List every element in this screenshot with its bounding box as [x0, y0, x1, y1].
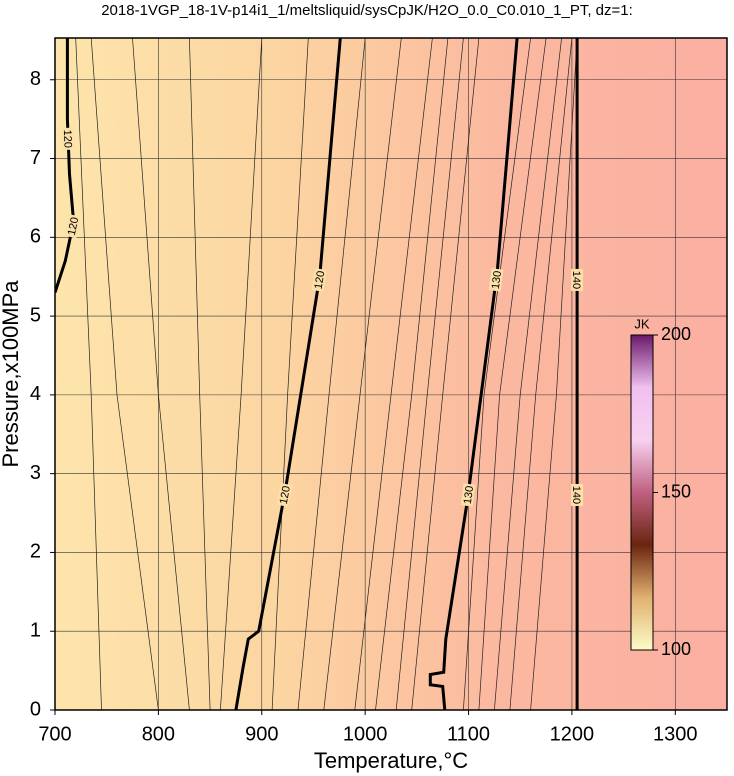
- y-tick-label: 1: [30, 620, 41, 642]
- colorbar-label: JK: [634, 316, 650, 331]
- colorbar: [630, 334, 654, 651]
- colorbar-tick-label: 200: [661, 324, 691, 344]
- contour-label-text: 130: [490, 270, 504, 290]
- contour-label: 130: [488, 268, 504, 292]
- contour-label-bg: [64, 214, 81, 239]
- contour-line: [55, 38, 76, 293]
- contour-label: 120: [276, 483, 293, 507]
- contour-label-bg: [571, 268, 584, 291]
- contour-label-text: 120: [61, 129, 74, 148]
- contour-label-bg: [460, 483, 476, 507]
- x-tick-label: 1000: [343, 723, 388, 745]
- colorbar-tick-label: 100: [661, 639, 691, 659]
- thin-contour: [411, 38, 480, 710]
- thin-contour: [354, 38, 433, 710]
- y-axis-label: Pressure,x100MPa: [0, 280, 23, 468]
- thin-contour: [530, 38, 578, 710]
- contour-line: [428, 38, 519, 710]
- y-tick-label: 3: [30, 462, 41, 484]
- thin-contour: [220, 38, 263, 710]
- contour-label-text: 130: [462, 485, 476, 505]
- contour-label-bg: [571, 483, 584, 506]
- y-tick-label: 7: [30, 147, 41, 169]
- contour-label: 120: [64, 214, 82, 239]
- y-tick-label: 4: [30, 383, 41, 405]
- thin-contour: [189, 38, 211, 710]
- contour-label: 130: [460, 483, 476, 507]
- y-tick-label: 5: [30, 304, 41, 326]
- x-axis-label: Temperature,°C: [314, 748, 468, 773]
- thin-contour: [478, 38, 547, 710]
- y-tick-label: 0: [30, 698, 41, 720]
- x-tick-label: 1100: [447, 723, 490, 745]
- plot-frame: [54, 37, 728, 711]
- contour-label-bg: [488, 268, 504, 292]
- contour-label: 140: [570, 268, 584, 291]
- x-tick-label: 800: [142, 723, 175, 745]
- thin-contour: [395, 38, 464, 710]
- thin-contour: [494, 38, 562, 710]
- contour-label-bg: [61, 127, 75, 151]
- contour-label-text: 120: [278, 485, 293, 505]
- plot-area: 120 120 120 120 130 130 140 140: [55, 38, 727, 710]
- thin-contour: [463, 38, 531, 710]
- thin-contour: [297, 38, 366, 710]
- chart-title: 2018-1VGP_18-1V-p14i1_1/meltsliquid/sysC…: [101, 2, 633, 19]
- thin-contour: [132, 38, 190, 710]
- x-tick-label: 700: [38, 723, 71, 745]
- contour-label-text: 120: [66, 216, 82, 236]
- thin-contour: [323, 38, 402, 710]
- x-tick-label: 1300: [653, 723, 698, 745]
- thin-contour: [75, 38, 102, 710]
- contour-label: 120: [311, 268, 327, 292]
- y-tick-label: 2: [30, 541, 41, 563]
- y-tick-label: 6: [30, 226, 41, 248]
- thin-contour: [375, 38, 449, 710]
- contour-label: 120: [61, 127, 75, 151]
- thin-contour: [90, 38, 159, 710]
- contour-label-text: 140: [570, 486, 582, 504]
- plot-background: [55, 38, 727, 710]
- thin-contour: [271, 38, 309, 710]
- contour-label-text: 140: [570, 271, 582, 289]
- contour-label-text: 120: [313, 270, 328, 290]
- x-tick-label: 1200: [550, 723, 595, 745]
- y-tick-label: 8: [30, 68, 41, 90]
- contour-label-bg: [276, 483, 293, 507]
- x-tick-label: 900: [245, 723, 278, 745]
- contour-label-bg: [311, 268, 327, 292]
- thin-contour: [509, 38, 573, 710]
- colorbar-tick-label: 150: [661, 481, 691, 501]
- contour-label: 140: [570, 483, 584, 506]
